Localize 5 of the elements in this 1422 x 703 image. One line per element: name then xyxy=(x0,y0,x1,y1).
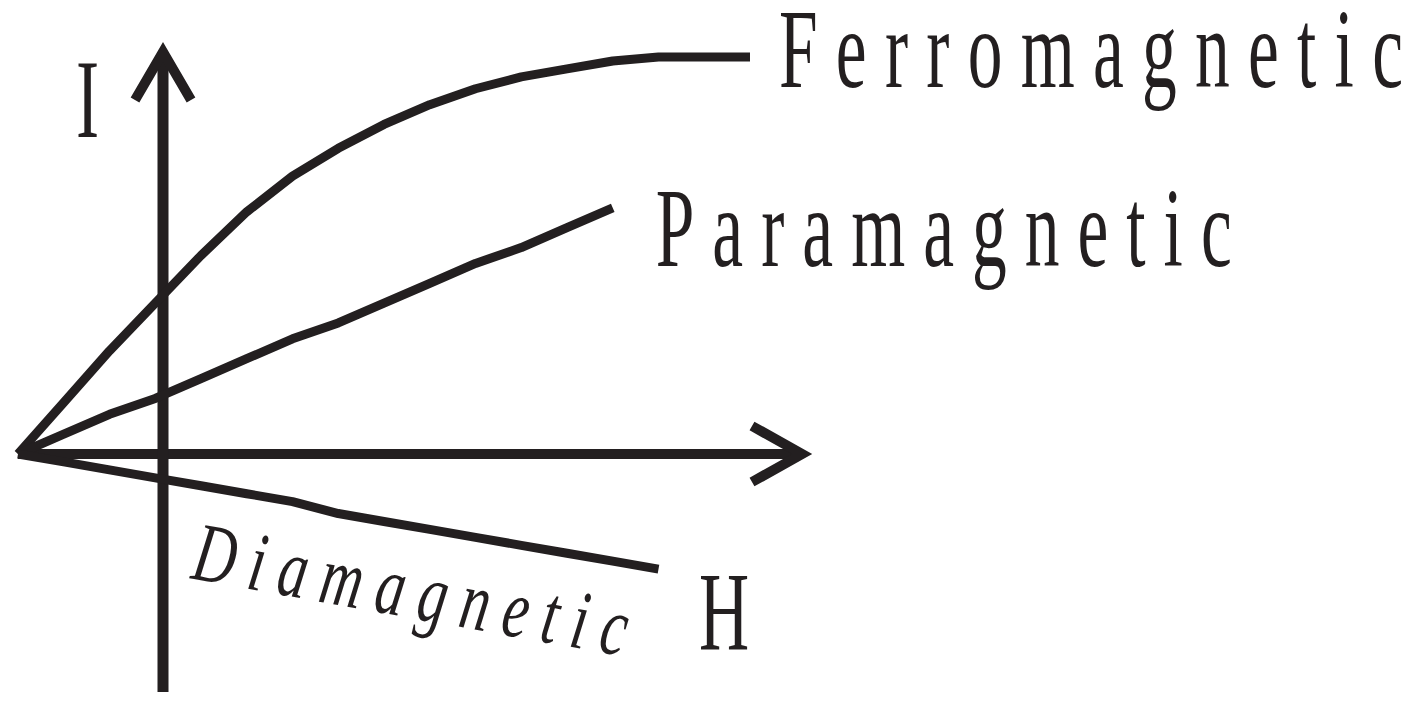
series-label: Ferromagnetic xyxy=(779,0,1403,112)
x-axis-title: H xyxy=(699,549,750,674)
series-label: Paramagnetic xyxy=(655,166,1232,290)
text: Diamagnetic xyxy=(185,504,637,675)
y-axis-title: I xyxy=(76,37,100,162)
